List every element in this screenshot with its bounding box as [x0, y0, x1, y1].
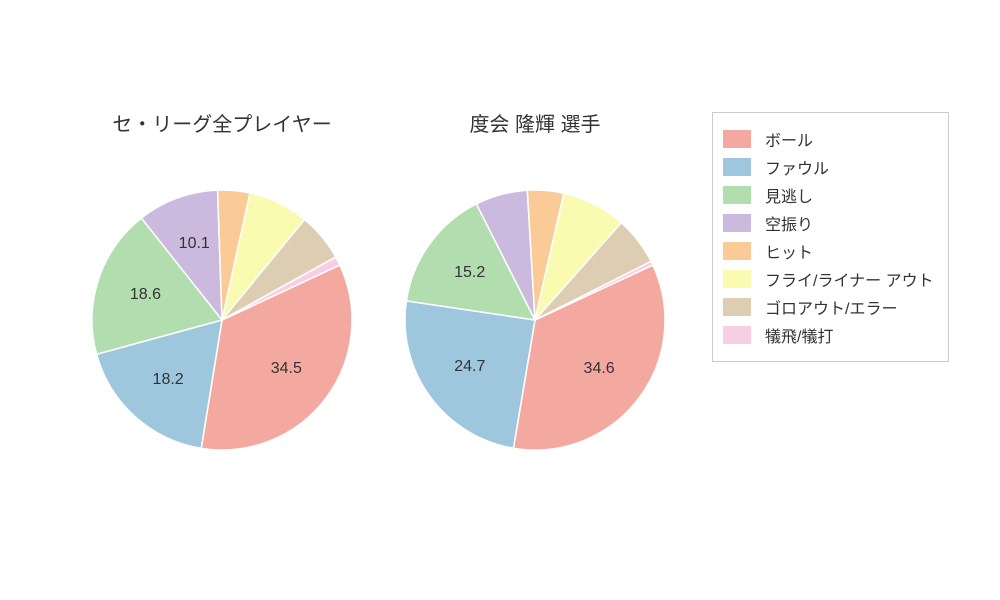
slice-label-swing: 10.1: [179, 235, 210, 253]
legend-swatch-swing: [723, 214, 751, 232]
legend-item-sac: 犠飛/犠打: [723, 323, 934, 347]
slice-label-foul: 24.7: [454, 358, 485, 376]
legend: ボールファウル見逃し空振りヒットフライ/ライナー アウトゴロアウト/エラー犠飛/…: [712, 112, 949, 362]
legend-label-groundout: ゴロアウト/エラー: [765, 295, 897, 319]
legend-item-hit: ヒット: [723, 239, 934, 263]
pie-chart-player: 34.6 24.7 15.2: [405, 190, 665, 450]
legend-swatch-groundout: [723, 298, 751, 316]
slice-label-ball: 34.5: [271, 360, 302, 378]
chart-title-league: セ・リーグ全プレイヤー: [92, 108, 352, 137]
slice-label-look: 15.2: [454, 264, 485, 282]
legend-swatch-hit: [723, 242, 751, 260]
legend-item-ball: ボール: [723, 127, 934, 151]
legend-label-sac: 犠飛/犠打: [765, 323, 833, 347]
legend-label-ball: ボール: [765, 127, 813, 151]
slice-label-ball: 34.6: [584, 360, 615, 378]
legend-swatch-foul: [723, 158, 751, 176]
legend-item-swing: 空振り: [723, 211, 934, 235]
legend-label-look: 見逃し: [765, 183, 813, 207]
legend-item-foul: ファウル: [723, 155, 934, 179]
legend-item-groundout: ゴロアウト/エラー: [723, 295, 934, 319]
legend-swatch-look: [723, 186, 751, 204]
chart-container: 34.5 18.2 18.6 10.1 セ・リーグ全プレイヤー 34.6 24.7 15.2 度…: [0, 0, 1000, 600]
legend-swatch-ball: [723, 130, 751, 148]
slice-label-foul: 18.2: [153, 371, 184, 389]
legend-label-swing: 空振り: [765, 211, 813, 235]
pie-chart-league: 34.5 18.2 18.6 10.1: [92, 190, 352, 450]
legend-label-foul: ファウル: [765, 155, 829, 179]
legend-label-hit: ヒット: [765, 239, 813, 263]
legend-item-look: 見逃し: [723, 183, 934, 207]
legend-swatch-sac: [723, 326, 751, 344]
legend-label-flyout: フライ/ライナー アウト: [765, 267, 934, 291]
legend-item-flyout: フライ/ライナー アウト: [723, 267, 934, 291]
chart-title-player: 度会 隆輝 選手: [405, 108, 665, 137]
legend-swatch-flyout: [723, 270, 751, 288]
slice-label-look: 18.6: [130, 286, 161, 304]
